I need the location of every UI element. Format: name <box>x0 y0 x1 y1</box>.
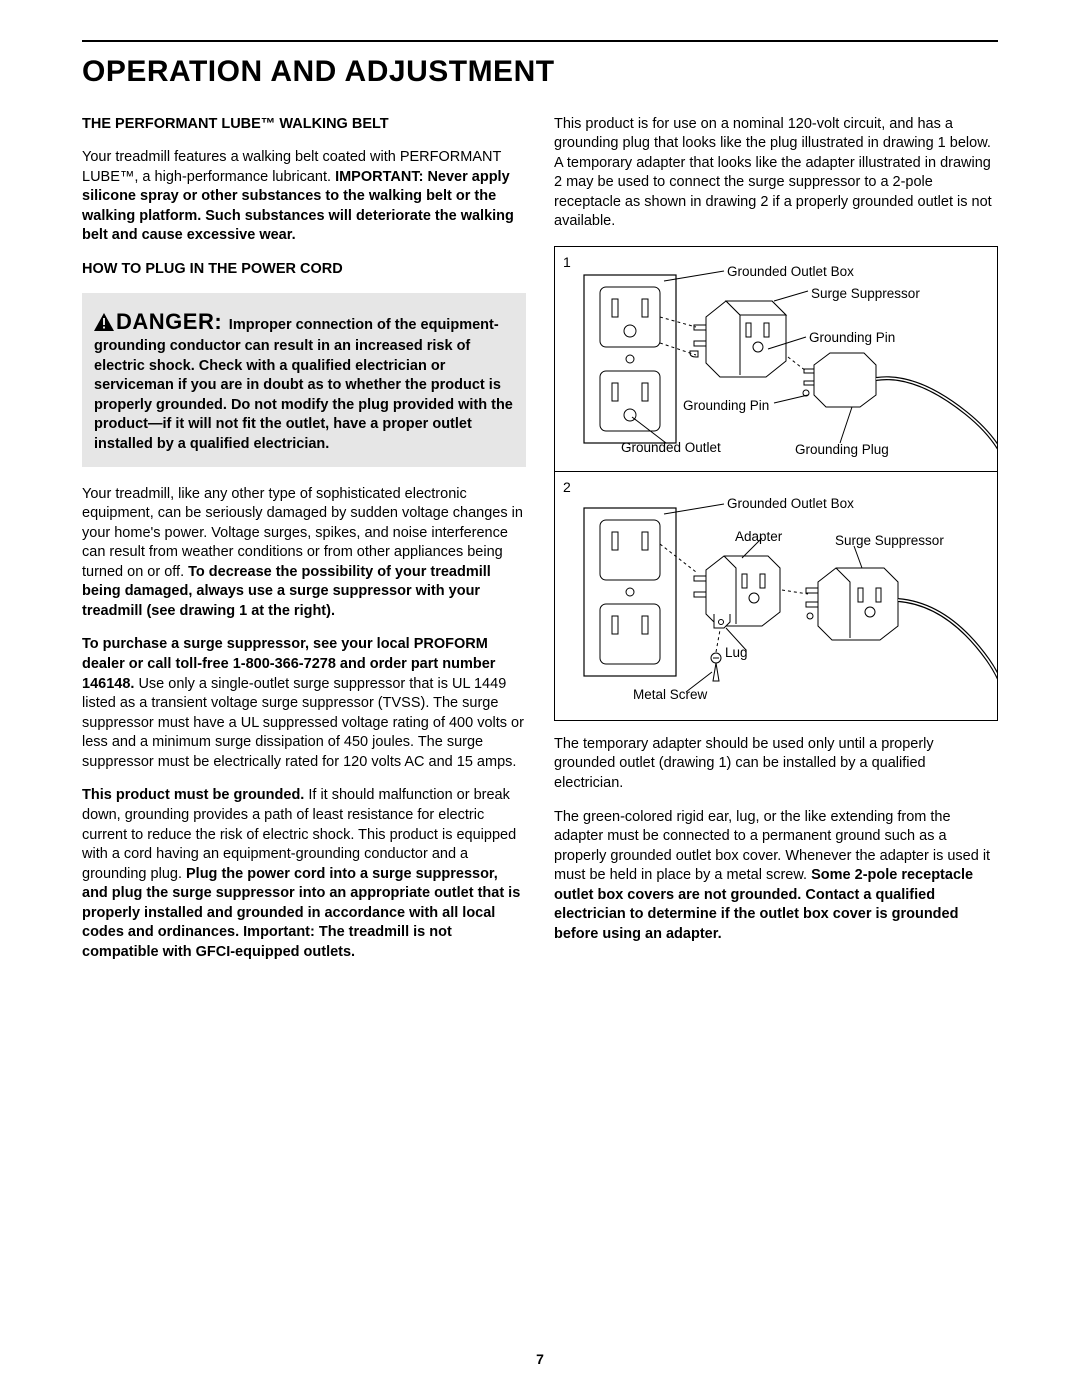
danger-word: DANGER: <box>116 309 222 334</box>
para-purchase: To purchase a surge suppressor, see your… <box>82 635 526 772</box>
label-gpin1: Grounding Pin <box>809 329 895 347</box>
para-surge: Your treadmill, like any other type of s… <box>82 485 526 622</box>
para-temp: The temporary adapter should be used onl… <box>554 735 998 794</box>
page: OPERATION AND ADJUSTMENT THE PERFORMANT … <box>0 0 1080 1397</box>
page-title: OPERATION AND ADJUSTMENT <box>82 52 998 93</box>
para-lug: The green-colored rigid ear, lug, or the… <box>554 808 998 945</box>
danger-box: DANGER: Improper connection of the equip… <box>82 293 526 466</box>
col-left: THE PERFORMANT LUBE™ WALKING BELT Your t… <box>82 115 526 977</box>
label-gplug: Grounding Plug <box>795 441 889 459</box>
text: Use only a single-outlet surge suppresso… <box>82 676 524 770</box>
para-belt: Your treadmill features a walking belt c… <box>82 148 526 246</box>
label-outlet-box2: Grounded Outlet Box <box>727 495 854 513</box>
page-number: 7 <box>0 1350 1080 1369</box>
heading-belt: THE PERFORMANT LUBE™ WALKING BELT <box>82 115 526 135</box>
text-bold: This product must be grounded. <box>82 787 304 803</box>
label-surge: Surge Suppressor <box>811 285 920 303</box>
warning-icon <box>94 313 114 331</box>
label-outlet-box: Grounded Outlet Box <box>727 263 854 281</box>
columns: THE PERFORMANT LUBE™ WALKING BELT Your t… <box>82 115 998 977</box>
figure-panel-2: 2 <box>555 472 997 720</box>
para-circuit: This product is for use on a nominal 120… <box>554 115 998 232</box>
danger-body: Improper connection of the equipment-gro… <box>94 317 513 452</box>
label-gpin2: Grounding Pin <box>683 397 769 415</box>
figure-box: 1 <box>554 246 998 721</box>
danger-para: DANGER: Improper connection of the equip… <box>94 307 514 454</box>
top-rule <box>82 40 998 42</box>
figure-panel-1: 1 <box>555 247 997 472</box>
label-screw: Metal Screw <box>633 686 707 704</box>
col-right: This product is for use on a nominal 120… <box>554 115 998 977</box>
label-lug: Lug <box>725 644 748 662</box>
label-surge2: Surge Suppressor <box>835 532 944 550</box>
label-adapter: Adapter <box>735 528 782 546</box>
heading-plug: HOW TO PLUG IN THE POWER CORD <box>82 260 526 280</box>
danger-lead: DANGER: <box>94 309 229 334</box>
label-goutlet: Grounded Outlet <box>621 439 721 457</box>
para-grounded: This product must be grounded. If it sho… <box>82 786 526 962</box>
